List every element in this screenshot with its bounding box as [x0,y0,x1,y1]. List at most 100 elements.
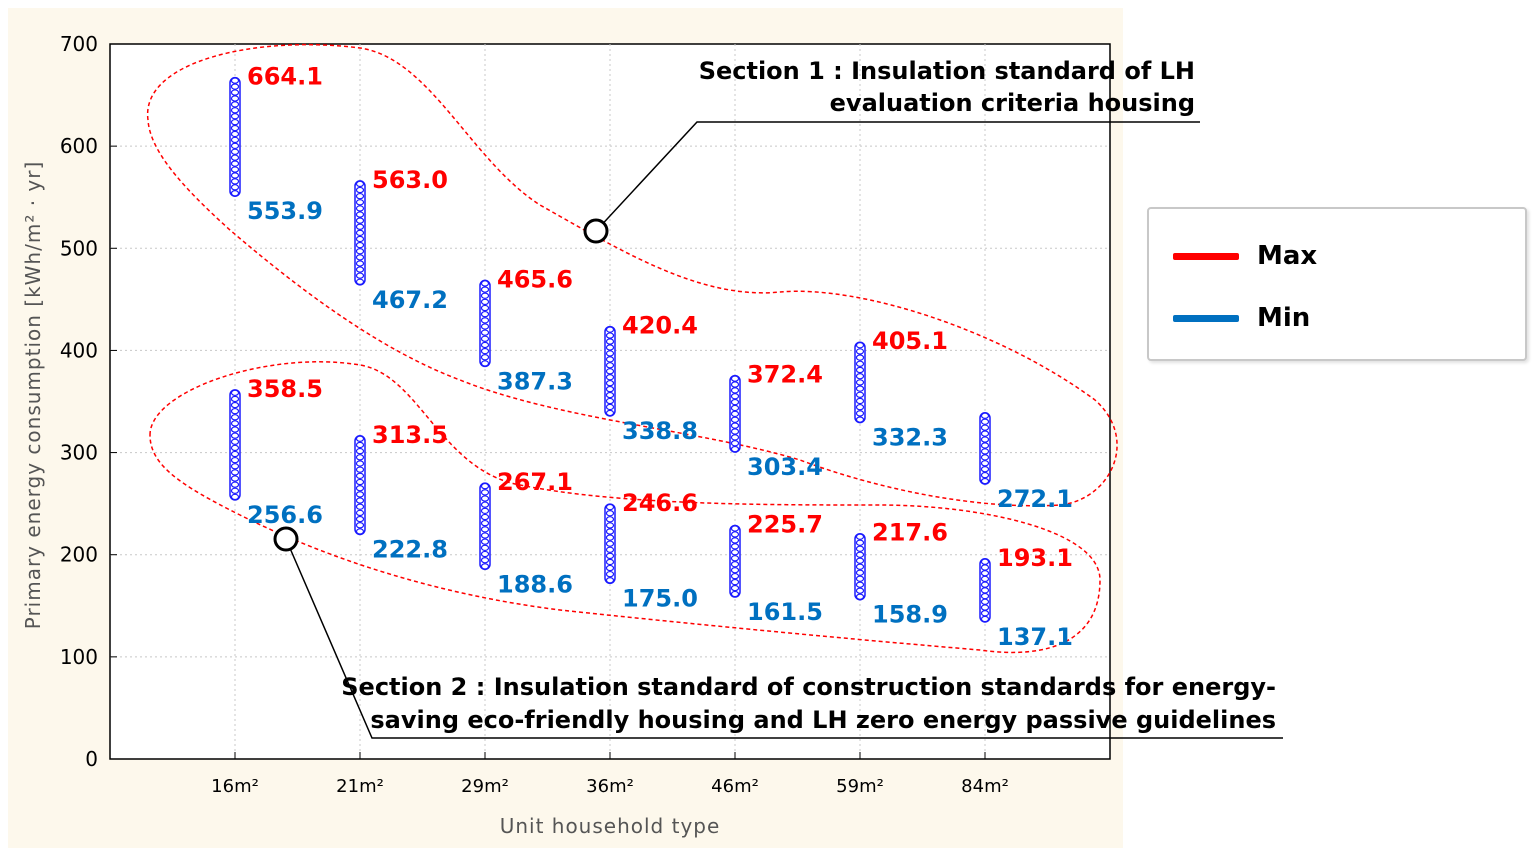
data-point [980,466,990,473]
data-point [730,428,740,435]
data-point [480,317,490,324]
data-point [605,356,615,363]
data-point [230,160,240,167]
data-point [855,379,865,386]
data-point [980,564,990,571]
data-point [355,217,365,224]
data-point [855,366,865,374]
max-value-label: 420.4 [622,312,698,340]
data-point [730,561,740,568]
data-point [480,329,490,336]
data-point [605,397,615,405]
data-point [730,590,740,598]
data-point [980,442,990,449]
data-point [730,416,740,423]
max-value-label: 267.1 [497,468,573,496]
data-point [230,142,240,150]
data-point [355,180,365,188]
data-point [230,148,240,155]
data-point [355,199,365,206]
section-outlines [147,43,1118,654]
data-point [480,323,490,330]
data-point [355,435,365,442]
data-point [355,205,365,212]
max-value-label: 225.7 [747,510,823,538]
data-point [480,482,490,490]
data-point [355,278,365,285]
data-point [730,531,740,538]
data-point [230,95,240,102]
data-point [730,543,740,550]
min-value-label: 137.1 [997,623,1073,651]
data-point [230,395,240,403]
data-point [480,501,490,508]
min-value-label: 467.2 [372,286,448,314]
data-point [980,418,990,425]
data-point [230,438,240,445]
data-point [855,391,865,398]
legend-swatch-min [1173,314,1239,322]
data-point [355,478,365,486]
data-point [480,507,490,515]
data-point [355,192,365,200]
data-point [230,130,240,138]
data-point [605,516,615,523]
data-point [480,550,490,558]
max-value-label: 313.5 [372,421,448,449]
data-point [355,491,365,498]
y-tick-label: 300 [60,441,98,465]
data-point [480,298,490,306]
section-2-leader-marker [273,526,299,552]
data-point [980,436,990,443]
data-marks [229,76,991,623]
data-point [480,556,490,564]
data-point [355,466,365,473]
data-point [230,487,240,494]
data-point [980,615,990,623]
y-tick-label: 500 [60,236,98,260]
data-point [230,414,240,421]
data-point [855,410,865,417]
annotation-leaders [273,121,1283,739]
data-point [230,89,240,96]
max-value-label: 465.6 [497,265,573,293]
min-value-label: 332.3 [872,424,948,452]
data-point [605,350,615,357]
min-value-label: 338.8 [622,417,698,445]
data-point [230,426,240,433]
data-point [230,401,240,409]
data-point [355,472,365,480]
data-point [355,447,365,455]
data-point [605,528,615,535]
data-point [480,526,490,533]
data-point [480,544,490,552]
x-tick-label: 21m² [336,776,384,797]
min-value-label: 222.8 [372,535,448,563]
data-point [605,570,615,578]
data-point [605,379,615,387]
data-point [355,186,365,194]
data-point [480,538,490,545]
data-point [605,385,615,393]
legend-swatch-max [1173,252,1239,260]
data-point [230,190,240,197]
data-point [605,503,615,511]
data-point [355,229,365,237]
data-point [605,510,615,517]
data-point [855,360,865,368]
data-point [480,532,490,539]
data-point [230,172,240,179]
data-point [480,280,490,287]
data-point [855,581,865,588]
data-point [855,593,865,600]
data-point [980,448,990,455]
max-value-label: 246.6 [622,489,698,517]
section-1-annotation-line-2: evaluation criteria housing [830,89,1195,117]
data-point [730,525,740,532]
min-value-label: 188.6 [497,570,573,598]
data-point [230,184,240,191]
data-point [480,360,490,367]
section-2-outline [149,361,1101,654]
data-point [480,519,490,527]
